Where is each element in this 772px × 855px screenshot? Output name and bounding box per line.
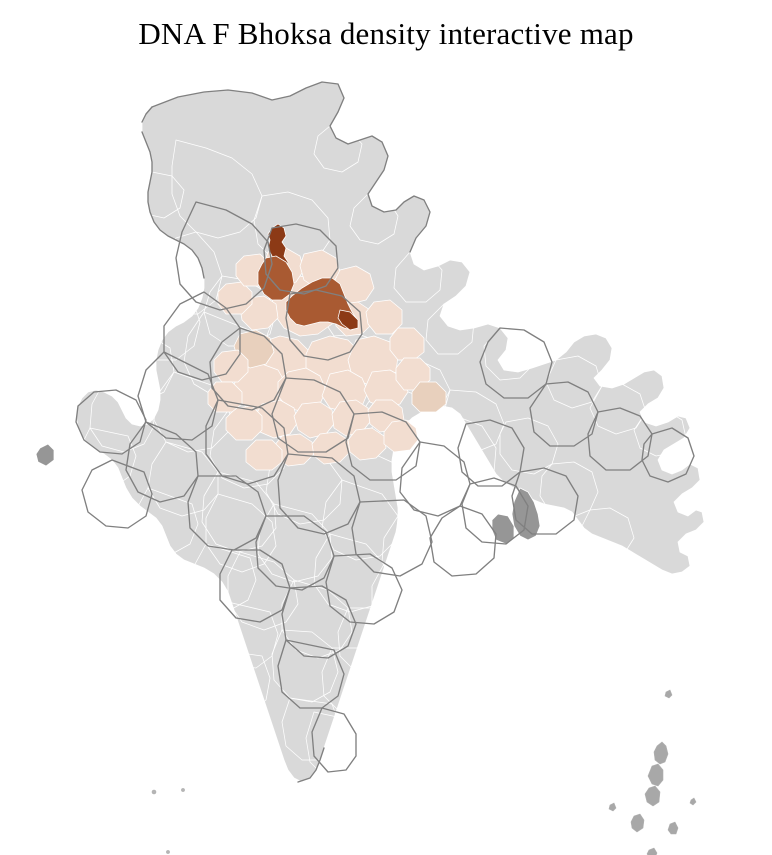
district-up-low-18[interactable] <box>245 439 283 471</box>
island-south-andaman[interactable] <box>644 785 661 807</box>
district-up-low-25[interactable] <box>389 327 425 361</box>
district-up-low-13[interactable] <box>225 405 263 441</box>
district-up-low-24[interactable] <box>365 299 403 335</box>
island-nicobar-small-1[interactable] <box>664 689 673 699</box>
patch-kutch-west[interactable] <box>35 443 55 467</box>
district-haridwar[interactable] <box>257 255 295 301</box>
map-layer-state-borders <box>75 81 695 783</box>
district-nainital-tip[interactable] <box>337 309 359 331</box>
island-nicobar-small-2[interactable] <box>608 802 617 812</box>
page-title: DNA F Bhoksa density interactive map <box>138 16 634 51</box>
island-great-nicobar[interactable] <box>667 821 679 835</box>
district-up-low-16[interactable] <box>347 427 387 461</box>
india-choropleth-map[interactable] <box>0 52 772 855</box>
island-car-nicobar[interactable] <box>646 847 658 855</box>
district-up-low-15[interactable] <box>311 431 351 465</box>
island-middle-andaman[interactable] <box>647 763 664 787</box>
island-nicobar-small-3[interactable] <box>689 797 697 806</box>
map-svg[interactable] <box>0 52 772 855</box>
island-lakshadweep-3[interactable] <box>166 850 170 854</box>
island-lakshadweep-1[interactable] <box>151 789 157 795</box>
island-lakshadweep-2[interactable] <box>181 788 185 792</box>
island-north-andaman[interactable] <box>653 741 669 765</box>
island-little-andaman[interactable] <box>630 813 645 833</box>
district-up-low-27[interactable] <box>411 381 447 413</box>
map-layer-andaman-nicobar-islands[interactable] <box>608 689 697 855</box>
map-layer-lakshadweep[interactable] <box>151 788 185 854</box>
